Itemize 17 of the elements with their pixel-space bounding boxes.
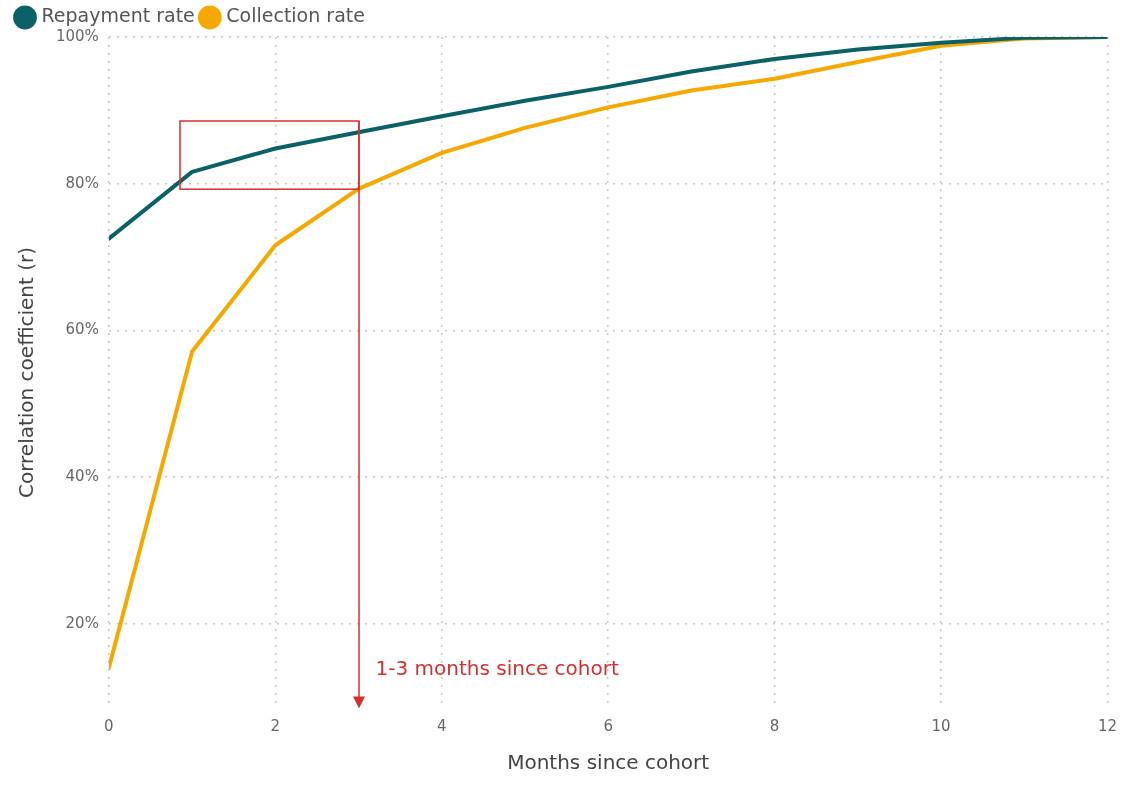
x-tick-label: 12 [1097, 716, 1117, 735]
x-tick-label: 2 [270, 716, 281, 735]
legend-label: Collection rate [226, 4, 365, 27]
ref-line-label: 1-3 months since cohort [375, 656, 619, 681]
y-tick-label: 80% [65, 173, 99, 192]
x-tick-label: 6 [603, 716, 613, 735]
x-tick-label: 10 [931, 716, 951, 735]
y-tick-label: 100% [55, 26, 99, 45]
x-tick-label: 8 [769, 716, 780, 735]
y-tick-label: 60% [65, 320, 99, 339]
x-tick-label: 0 [104, 716, 114, 735]
x-axis-title: Months since cohort [507, 750, 710, 775]
y-tick-label: 20% [65, 613, 99, 632]
x-tick-label: 4 [436, 716, 447, 735]
y-axis-title: Correlation coefficient (r) [14, 246, 39, 499]
legend-label: Repayment rate [41, 4, 195, 27]
y-tick-label: 40% [65, 466, 99, 485]
